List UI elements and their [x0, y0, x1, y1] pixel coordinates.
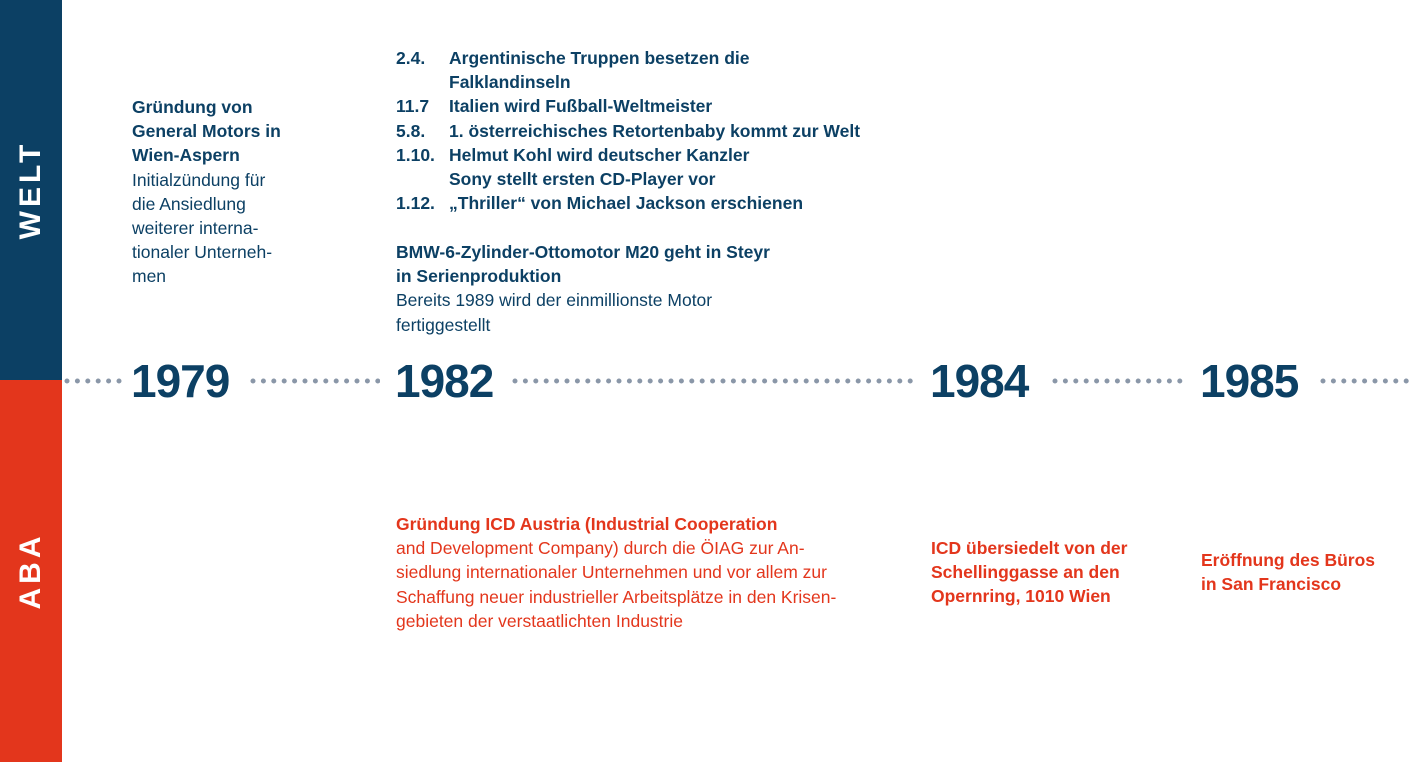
timeline-dots-3 — [512, 378, 916, 384]
heading-line: Eröffnung des Büros — [1201, 550, 1376, 570]
timeline-dots-4 — [1052, 378, 1186, 384]
heading-line: ICD übersiedelt von der — [931, 538, 1128, 558]
heading-line: Gründung von — [132, 97, 253, 117]
aba-1984-block: ICD übersiedelt von der Schellinggasse a… — [931, 536, 1171, 609]
timeline-dots-5 — [1320, 378, 1416, 384]
heading-line: Schellinggasse an den — [931, 562, 1120, 583]
event-row: 11.7 Italien wird Fußball-Weltmeister — [396, 94, 889, 118]
heading-line: General Motors in — [132, 121, 281, 142]
welt-band: WELT — [0, 0, 62, 380]
aba-label: ABA — [14, 532, 47, 610]
event-date: 11.7 — [396, 96, 430, 117]
welt-1982-bmw-block: BMW-6-Zylinder-Ottomotor M20 geht in Ste… — [396, 240, 856, 337]
event-date: 1.12. — [396, 193, 435, 214]
year-1984: 1984 — [930, 355, 1029, 407]
welt-label: WELT — [14, 140, 47, 240]
body-line: and Development Company) durch die ÖIAG … — [396, 538, 805, 559]
body-line: Initialzündung für — [132, 169, 266, 190]
event-text: 1. österreichisches Retortenbaby kommt z… — [449, 120, 861, 141]
heading-line: Opernring, 1010 Wien — [931, 586, 1111, 607]
event-text: Sony stellt ersten CD-Player vor — [449, 169, 716, 190]
event-row: 5.8. 1. österreichisches Retortenbaby ko… — [396, 119, 889, 143]
event-text: Argentinische Truppen besetzen die — [449, 48, 750, 68]
event-date: 5.8. — [396, 120, 426, 141]
body-line: tionaler Unterneh- — [132, 242, 273, 263]
welt-1979-block: Gründung von General Motors in Wien-Aspe… — [132, 95, 312, 289]
year-1982: 1982 — [395, 355, 494, 407]
body-line: Schaffung neuer industrieller Arbeitsplä… — [396, 586, 837, 607]
heading-line: Wien-Aspern — [132, 145, 240, 166]
body-line: gebieten der verstaatlichten Industrie — [396, 610, 683, 631]
event-text: Falklandinseln — [449, 72, 571, 93]
body-line: siedlung internationaler Unternehmen und… — [396, 562, 827, 583]
heading-line: in Serienproduktion — [396, 266, 562, 287]
year-1979: 1979 — [131, 355, 230, 407]
event-row: 2.4. Argentinische Truppen besetzen die … — [396, 46, 889, 94]
body-line: weiterer interna- — [132, 218, 259, 239]
body-line: men — [132, 266, 167, 287]
event-row: 1.12. „Thriller“ von Michael Jackson ers… — [396, 191, 889, 215]
heading-line: Gründung ICD Austria (Industrial Coopera… — [396, 514, 778, 534]
body-line: fertiggestellt — [396, 314, 491, 335]
event-date: 2.4. — [396, 48, 426, 68]
year-1985: 1985 — [1200, 355, 1299, 407]
timeline-dots-1 — [64, 378, 122, 384]
welt-1982-events: 2.4. Argentinische Truppen besetzen die … — [396, 46, 889, 215]
event-row: 1.10. Helmut Kohl wird deutscher Kanzler… — [396, 143, 889, 191]
heading-line: BMW-6-Zylinder-Ottomotor M20 geht in Ste… — [396, 242, 770, 262]
event-date: 1.10. — [396, 144, 435, 165]
aba-band: ABA — [0, 380, 62, 762]
timeline-dots-2 — [250, 378, 380, 384]
heading-line: in San Francisco — [1201, 574, 1342, 595]
event-text: Italien wird Fußball-Weltmeister — [449, 96, 713, 117]
body-line: die Ansiedlung — [132, 193, 246, 214]
aba-1982-block: Gründung ICD Austria (Industrial Coopera… — [396, 512, 896, 633]
event-text: „Thriller“ von Michael Jackson erschiene… — [449, 193, 804, 214]
event-text: Helmut Kohl wird deutscher Kanzler — [449, 144, 750, 165]
aba-1985-block: Eröffnung des Büros in San Francisco — [1201, 548, 1411, 596]
body-line: Bereits 1989 wird der einmillionste Moto… — [396, 290, 713, 311]
